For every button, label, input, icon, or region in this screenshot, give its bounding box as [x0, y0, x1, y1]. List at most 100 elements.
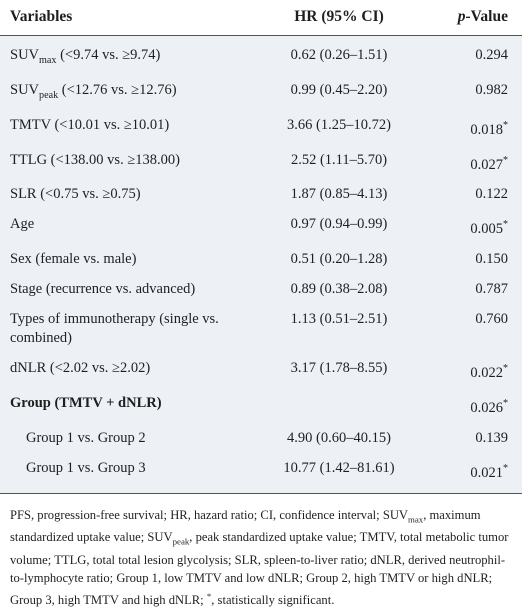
text-segment: , maximum standardized uptake value; SUV	[10, 507, 481, 545]
table-row: dNLR (<2.02 vs. ≥2.02) 3.17 (1.78–8.55) 0.…	[0, 353, 522, 389]
hr-value: 0.97 (0.94–0.99)	[290, 216, 388, 233]
table-body: SUVmax (<9.74 vs. ≥9.74) 0.62 (0.26–1.51)…	[0, 35, 522, 494]
p-cell: 0.139	[424, 422, 522, 453]
text-segment: Age	[10, 216, 35, 233]
variable-cell: Group (TMTV + dNLR)	[0, 388, 254, 423]
variable-cell: SUVpeak (<12.76 vs. ≥12.76)	[0, 74, 254, 110]
hr-value: 4.90 (0.60–40.15)	[287, 429, 391, 446]
text-segment: Types of immunotherapy (single vs. combi…	[10, 311, 219, 347]
p-value: 0.760	[475, 311, 508, 328]
variable-cell: Types of immunotherapy (single vs. combi…	[0, 304, 254, 354]
significance-mark: *	[502, 462, 508, 474]
variable-cell: Age	[0, 209, 254, 245]
hr-cell	[254, 388, 424, 423]
table-row: Group 1 vs. Group 3 10.77 (1.42–81.61) 0.0…	[0, 452, 522, 494]
variable-cell: SLR (<0.75 vs. ≥0.75)	[0, 179, 254, 210]
text-segment: Group (TMTV + dNLR)	[10, 395, 162, 412]
hr-cell: 0.62 (0.26–1.51)	[254, 35, 424, 75]
hr-value: 3.66 (1.25–10.72)	[287, 116, 391, 133]
hr-value: 1.13 (0.51–2.51)	[290, 311, 388, 328]
p-cell: 0.021*	[424, 452, 522, 494]
p-cell: 0.787	[424, 274, 522, 305]
text-segment: TMTV (<10.01 vs. ≥10.01)	[10, 116, 170, 133]
text-segment: max	[39, 54, 57, 66]
table-row: SLR (<0.75 vs. ≥0.75) 1.87 (0.85–4.13) 0.1…	[0, 179, 522, 210]
text-segment: PFS, progression-free survival; HR, haza…	[10, 507, 409, 522]
text-segment: SUV	[10, 81, 40, 98]
header-variables: Variables	[0, 0, 254, 36]
table-row: Age 0.97 (0.94–0.99) 0.005*	[0, 209, 522, 245]
header-row: Variables HR (95% CI) p-Value	[0, 0, 522, 36]
text-segment: dNLR (<2.02 vs. ≥2.02)	[10, 360, 151, 377]
table-row: TMTV (<10.01 vs. ≥10.01) 3.66 (1.25–10.72…	[0, 109, 522, 145]
significance-mark: *	[502, 119, 508, 131]
hr-cell: 3.17 (1.78–8.55)	[254, 353, 424, 389]
results-table: Variables HR (95% CI) p-Value SUVmax (<9…	[0, 0, 522, 494]
table-row: SUVpeak (<12.76 vs. ≥12.76) 0.99 (0.45–2.…	[0, 74, 522, 110]
text-segment: , statistically significant.	[211, 592, 335, 607]
text-segment: SLR (<0.75 vs. ≥0.75)	[10, 186, 141, 203]
p-value: 0.139	[475, 429, 508, 446]
hr-cell: 4.90 (0.60–40.15)	[254, 422, 424, 453]
hr-value: 0.99 (0.45–2.20)	[290, 81, 388, 98]
variable-cell: TMTV (<10.01 vs. ≥10.01)	[0, 109, 254, 145]
hr-value: 3.17 (1.78–8.55)	[290, 360, 388, 377]
significance-mark: *	[502, 363, 508, 375]
hr-value: 0.62 (0.26–1.51)	[290, 47, 388, 63]
header-p: p-Value	[424, 0, 522, 36]
hr-value: 0.89 (0.38–2.08)	[290, 281, 388, 298]
p-cell: 0.122	[424, 179, 522, 210]
text-segment: SUV	[10, 47, 40, 63]
p-value: 0.122	[475, 186, 508, 203]
p-value: 0.026	[470, 399, 503, 416]
hr-cell: 0.89 (0.38–2.08)	[254, 274, 424, 305]
p-cell: 0.982	[424, 74, 522, 110]
text-segment: peak	[172, 536, 190, 547]
p-value: 0.787	[475, 281, 508, 298]
p-value: 0.294	[475, 47, 508, 63]
variable-bold: Group (TMTV + dNLR)	[10, 395, 162, 411]
p-cell: 0.150	[424, 244, 522, 275]
header-p-italic: p	[457, 8, 466, 25]
hr-value: 10.77 (1.42–81.61)	[283, 459, 395, 476]
table-row: Sex (female vs. male) 0.51 (0.20–1.28) 0.1…	[0, 244, 522, 275]
hr-cell: 2.52 (1.11–5.70)	[254, 144, 424, 180]
p-cell: 0.005*	[424, 209, 522, 245]
hr-cell: 0.51 (0.20–1.28)	[254, 244, 424, 275]
p-cell: 0.026*	[424, 388, 522, 423]
table-header: Variables HR (95% CI) p-Value	[0, 0, 522, 36]
footnote: PFS, progression-free survival; HR, haza…	[0, 494, 522, 609]
p-value: 0.018	[470, 121, 503, 138]
p-cell: 0.294	[424, 35, 522, 75]
table-row: Group 1 vs. Group 2 4.90 (0.60–40.15) 0.13…	[0, 422, 522, 453]
text-segment: Group 1 vs. Group 3	[26, 459, 146, 476]
p-cell: 0.760	[424, 304, 522, 354]
p-value: 0.982	[475, 81, 508, 98]
variable-cell: TTLG (<138.00 vs. ≥138.00)	[0, 144, 254, 180]
hr-cell: 1.13 (0.51–2.51)	[254, 304, 424, 354]
significance-mark: *	[502, 154, 508, 166]
text-segment: peak	[39, 89, 59, 101]
hr-cell: 0.99 (0.45–2.20)	[254, 74, 424, 110]
p-value: 0.021	[470, 464, 503, 481]
text-segment: (<9.74 vs. ≥9.74)	[56, 47, 161, 63]
hr-cell: 10.77 (1.42–81.61)	[254, 452, 424, 494]
hr-value: 1.87 (0.85–4.13)	[290, 186, 388, 203]
hr-value: 2.52 (1.11–5.70)	[290, 151, 388, 168]
table-row: Stage (recurrence vs. advanced) 0.89 (0.3…	[0, 274, 522, 305]
p-value: 0.027	[470, 156, 503, 173]
table-row: SUVmax (<9.74 vs. ≥9.74) 0.62 (0.26–1.51)…	[0, 35, 522, 75]
p-value: 0.150	[475, 251, 508, 268]
table-row: TTLG (<138.00 vs. ≥138.00) 2.52 (1.11–5.7…	[0, 144, 522, 180]
hr-cell: 3.66 (1.25–10.72)	[254, 109, 424, 145]
hr-cell: 1.87 (0.85–4.13)	[254, 179, 424, 210]
variable-cell: dNLR (<2.02 vs. ≥2.02)	[0, 353, 254, 389]
variable-cell: Group 1 vs. Group 2	[0, 422, 254, 453]
variable-cell: SUVmax (<9.74 vs. ≥9.74)	[0, 35, 254, 75]
text-segment: TTLG (<138.00 vs. ≥138.00)	[10, 151, 180, 168]
header-hr: HR (95% CI)	[254, 0, 424, 36]
table-row: Group (TMTV + dNLR) 0.026*	[0, 388, 522, 423]
p-value: 0.005	[470, 221, 503, 238]
text-segment: (<12.76 vs. ≥12.76)	[58, 81, 177, 98]
